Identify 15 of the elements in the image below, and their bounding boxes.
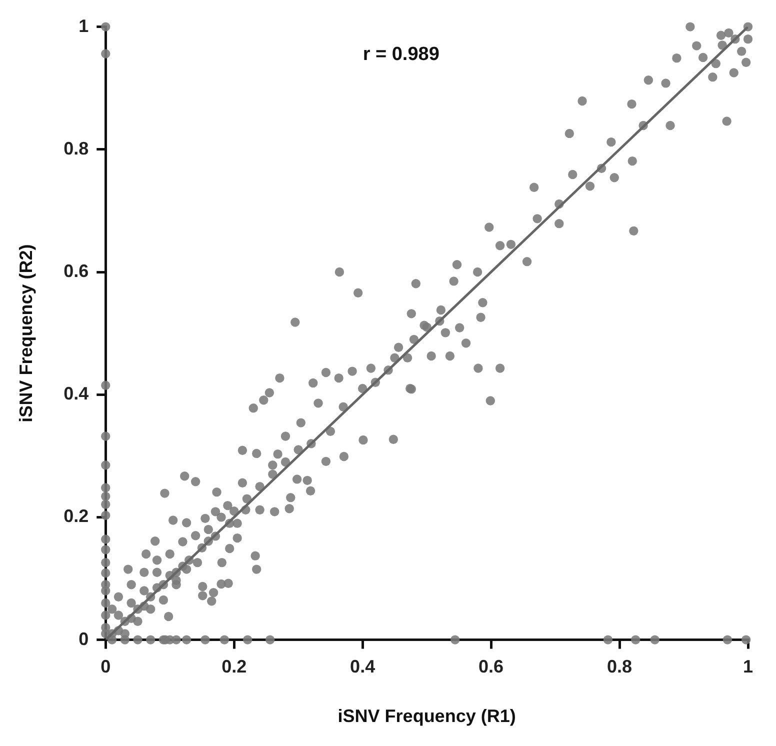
y-tick-label: 1: [78, 16, 89, 36]
x-tick-label: 1: [742, 656, 754, 677]
x-tick-label: 0: [100, 656, 111, 677]
y-tick-label: 0.2: [64, 506, 89, 526]
y-tick-label: 0: [78, 628, 89, 649]
x-tick-label: 0.2: [222, 656, 247, 677]
x-axis-title: iSNV Frequency (R1): [338, 706, 516, 726]
x-tick-label: 0.4: [350, 656, 376, 677]
x-tick-label: 0.8: [607, 656, 632, 677]
y-tick-label: 0.8: [64, 138, 89, 158]
y-tick-label: 0.6: [64, 260, 89, 281]
annotation: r = 0.989: [362, 44, 440, 66]
y-axis-title: iSNV Frequency (R2): [16, 244, 36, 422]
y-tick-label: 0.4: [64, 384, 89, 404]
x-tick-label: 0.6: [478, 656, 504, 677]
